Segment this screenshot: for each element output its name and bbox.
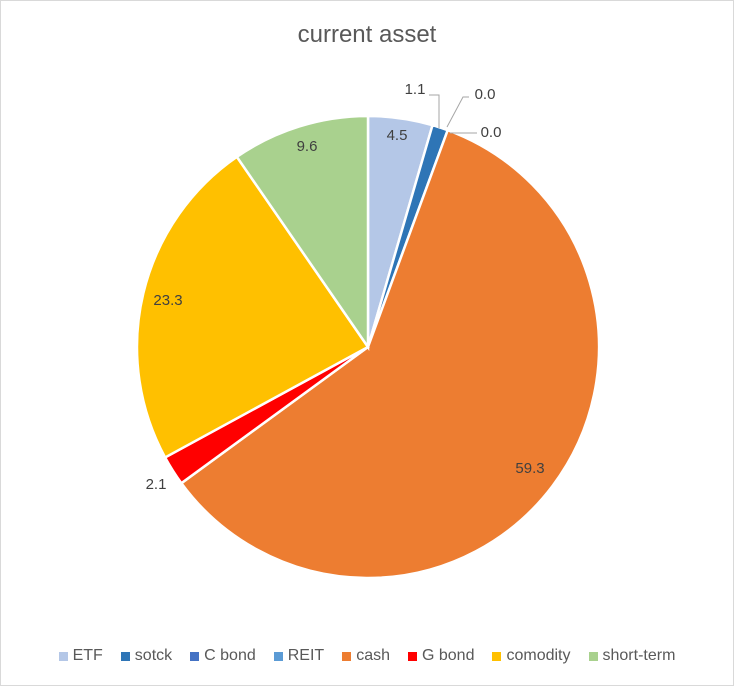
data-label: 1.1 — [405, 81, 426, 98]
legend-swatch — [588, 651, 598, 661]
chart-legend: ETF sotck C bond REIT cash G bond comodity shor… — [1, 647, 733, 665]
leader-line — [429, 94, 440, 128]
legend-label: C bond — [204, 647, 256, 664]
pie-slice-comodity — [135, 155, 370, 460]
legend-swatch — [273, 651, 283, 661]
legend-swatch — [492, 651, 502, 661]
data-label: 0.0 — [481, 124, 502, 141]
legend-swatch — [58, 651, 68, 661]
legend-swatch — [342, 651, 352, 661]
pie-slice-short-term — [235, 114, 370, 352]
pie-slice-cash — [179, 128, 601, 580]
legend-label: cash — [356, 647, 390, 664]
legend-item: sotck — [120, 647, 173, 665]
leader-line — [446, 96, 469, 128]
legend-label: comodity — [506, 647, 571, 664]
legend-swatch — [407, 651, 417, 661]
legend-label: ETF — [72, 647, 103, 664]
legend-label: sotck — [134, 647, 173, 664]
pie-chart: 4.5 1.1 0.0 0.0 59.3 2.1 23.3 9.6 — [135, 81, 601, 580]
data-label: 0.0 — [475, 86, 496, 103]
legend-item: short-term — [588, 647, 676, 665]
legend-label: G bond — [421, 647, 475, 664]
legend-label: short-term — [602, 647, 676, 664]
legend-item: REIT — [273, 647, 325, 665]
data-label: 2.1 — [146, 476, 167, 493]
legend-item: C bond — [190, 647, 256, 665]
data-label: 4.5 — [387, 127, 408, 144]
legend-item: comodity — [492, 647, 571, 665]
legend-item: G bond — [407, 647, 475, 665]
data-label: 9.6 — [297, 138, 318, 155]
legend-swatch — [120, 651, 130, 661]
chart-title: current asset — [297, 21, 437, 48]
legend-swatch — [190, 651, 200, 661]
legend-item: cash — [342, 647, 390, 665]
data-label: 23.3 — [153, 292, 182, 309]
data-label: 59.3 — [515, 460, 544, 477]
legend-item: ETF — [58, 647, 103, 665]
legend-label: REIT — [287, 647, 325, 664]
